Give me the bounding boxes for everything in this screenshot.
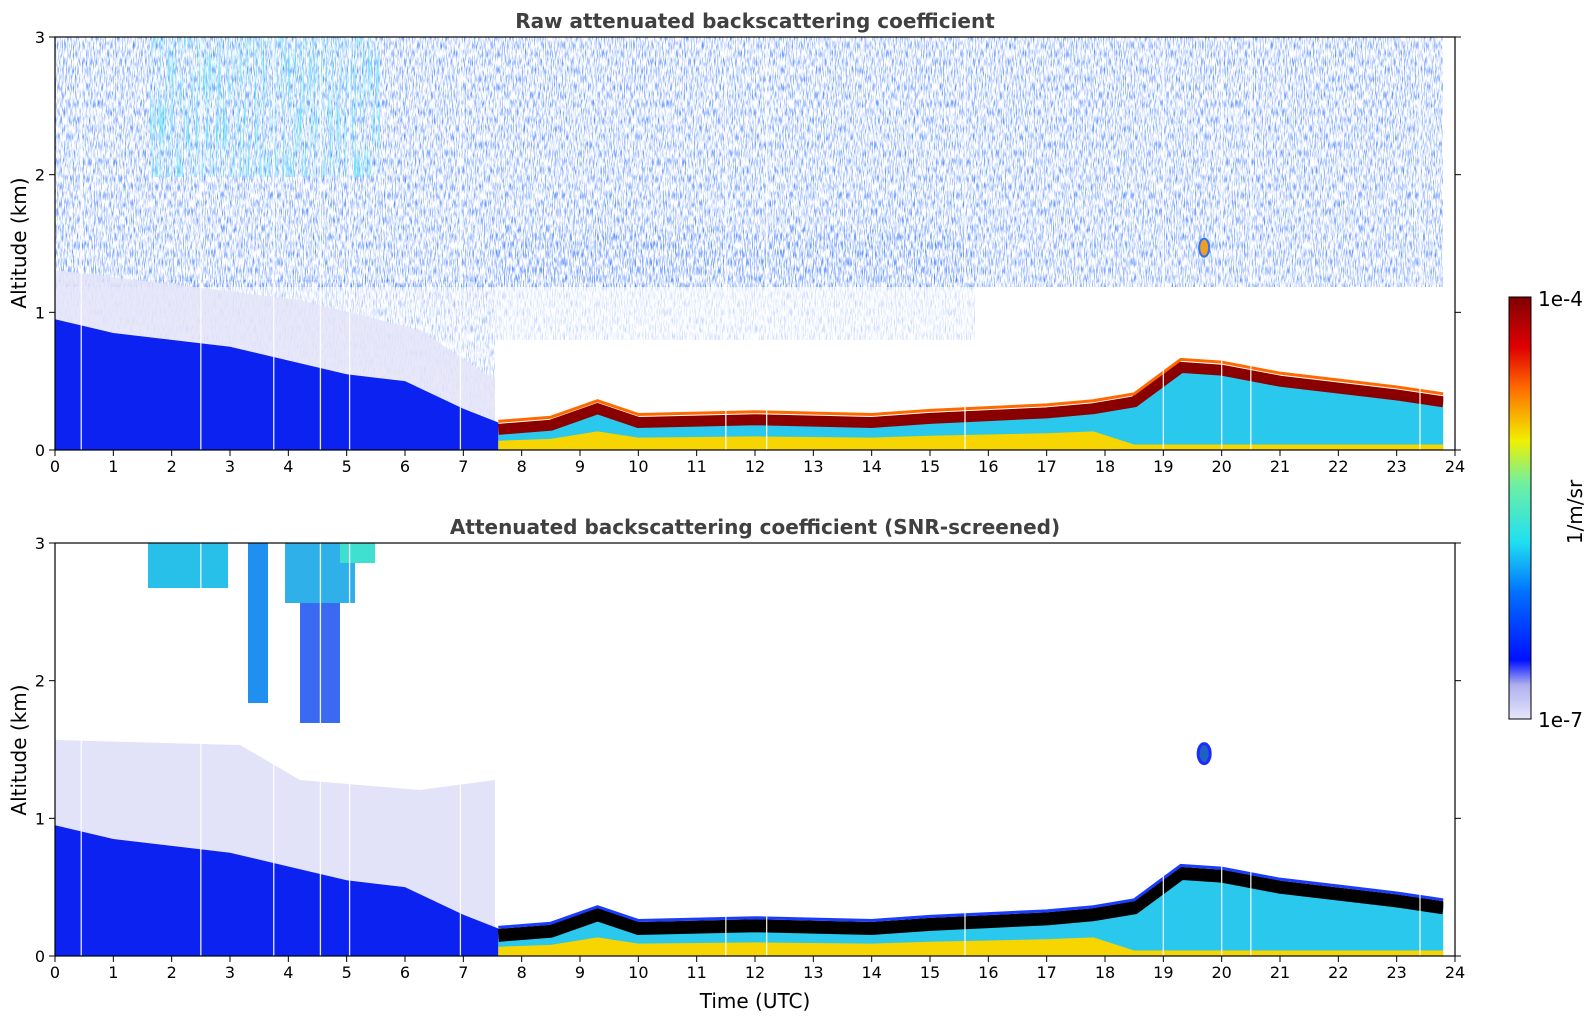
- colorbar-min-label: 1e-7: [1538, 708, 1583, 732]
- top-peak-layer: [497, 361, 1445, 435]
- bot-x-tick-label-18: 18: [1095, 963, 1115, 982]
- bot-x-tick-label-3: 3: [225, 963, 235, 982]
- bot-x-tick-label-9: 9: [575, 963, 585, 982]
- bot-y-tick-label-1: 1: [35, 809, 45, 828]
- top-heatmap: [55, 37, 1455, 450]
- top-x-tick-label-18: 18: [1095, 457, 1115, 476]
- top-x-tick-label-1: 1: [108, 457, 118, 476]
- raw-backscatter-panel: Raw attenuated backscattering coefficien…: [7, 9, 1465, 476]
- top-data-gaps: [80, 37, 1421, 450]
- colorbar-gradient: [1508, 296, 1532, 720]
- top-x-tick-label-15: 15: [920, 457, 940, 476]
- top-y-axis-label: Altitude (km): [7, 177, 31, 308]
- bottom-streak-e: [340, 543, 375, 563]
- top-surface-layer: [498, 367, 1444, 450]
- top-no-data: [1443, 37, 1455, 450]
- top-y-tick-label-2: 2: [35, 166, 45, 185]
- top-yellow-fringe: [498, 431, 1444, 450]
- bot-x-tick-label-17: 17: [1036, 963, 1056, 982]
- bot-x-tick-label-2: 2: [167, 963, 177, 982]
- top-isolated-feature: [1198, 237, 1211, 258]
- bottom-y-axis: 0 1 2 3: [35, 534, 1461, 966]
- top-x-tick-label-21: 21: [1270, 457, 1290, 476]
- top-x-tick-label-7: 7: [458, 457, 468, 476]
- bot-x-tick-label-21: 21: [1270, 963, 1290, 982]
- top-y-tick-label-0: 0: [35, 441, 45, 460]
- top-peak-edge: [498, 357, 1444, 423]
- top-x-tick-label-23: 23: [1386, 457, 1406, 476]
- top-x-tick-label-0: 0: [50, 457, 60, 476]
- bottom-surface-layer: [498, 873, 1444, 956]
- bottom-panel-title: Attenuated backscattering coefficient (S…: [450, 515, 1060, 539]
- bottom-streak-b: [248, 543, 268, 703]
- bot-x-tick-label-10: 10: [628, 963, 648, 982]
- bottom-yellow-fringe: [498, 937, 1444, 956]
- bot-x-tick-label-19: 19: [1153, 963, 1173, 982]
- top-x-tick-label-14: 14: [861, 457, 881, 476]
- bot-x-tick-label-1: 1: [108, 963, 118, 982]
- bot-x-tick-label-24: 24: [1445, 963, 1465, 982]
- bottom-peak-edge: [498, 863, 1444, 929]
- bot-x-tick-label-14: 14: [861, 963, 881, 982]
- bottom-y-axis-label: Altitude (km): [7, 684, 31, 815]
- bot-y-tick-label-0: 0: [35, 947, 45, 966]
- top-x-tick-label-4: 4: [283, 457, 293, 476]
- top-x-tick-label-12: 12: [745, 457, 765, 476]
- bot-x-tick-label-0: 0: [50, 963, 60, 982]
- bot-y-tick-label-3: 3: [35, 534, 45, 553]
- bottom-isolated-feature: [1196, 742, 1212, 766]
- top-x-tick-label-16: 16: [978, 457, 998, 476]
- top-x-tick-label-5: 5: [342, 457, 352, 476]
- top-x-tick-label-13: 13: [803, 457, 823, 476]
- bot-x-tick-label-7: 7: [458, 963, 468, 982]
- bottom-boundary-layer: [55, 825, 499, 956]
- top-y-tick-label-3: 3: [35, 28, 45, 47]
- bottom-x-axis: 0 1 2 3 4 5 6 7 8 9 10 11 12 13 14 15 16 17 18 19 20 21 22 23 24: [50, 956, 1465, 982]
- top-streaks: [150, 37, 380, 177]
- bot-x-tick-label-22: 22: [1328, 963, 1348, 982]
- bot-x-tick-label-15: 15: [920, 963, 940, 982]
- top-y-axis: 0 1 2 3: [35, 28, 1461, 460]
- colorbar: 1e-4 1e-7 1/m/sr: [1508, 287, 1587, 732]
- top-x-tick-label-20: 20: [1211, 457, 1231, 476]
- bot-x-tick-label-4: 4: [283, 963, 293, 982]
- top-y-tick-label-1: 1: [35, 303, 45, 322]
- bot-x-tick-label-16: 16: [978, 963, 998, 982]
- top-x-tick-label-19: 19: [1153, 457, 1173, 476]
- bot-x-tick-label-11: 11: [686, 963, 706, 982]
- bottom-heatmap: [55, 543, 1455, 956]
- top-x-tick-label-2: 2: [167, 457, 177, 476]
- top-x-tick-label-17: 17: [1036, 457, 1056, 476]
- top-boundary-layer: [55, 319, 499, 450]
- bot-x-tick-label-8: 8: [517, 963, 527, 982]
- x-axis-label: Time (UTC): [699, 989, 811, 1013]
- top-panel-title: Raw attenuated backscattering coefficien…: [515, 9, 995, 33]
- bottom-streak-a: [148, 543, 228, 588]
- bot-x-tick-label-23: 23: [1386, 963, 1406, 982]
- bot-y-tick-label-2: 2: [35, 672, 45, 691]
- top-x-tick-label-8: 8: [517, 457, 527, 476]
- bottom-no-data: [1443, 543, 1455, 956]
- top-x-tick-label-24: 24: [1445, 457, 1465, 476]
- bottom-peak-layer: [497, 866, 1445, 942]
- top-x-tick-label-3: 3: [225, 457, 235, 476]
- bot-x-tick-label-20: 20: [1211, 963, 1231, 982]
- top-x-tick-label-22: 22: [1328, 457, 1348, 476]
- bottom-data-gaps: [80, 543, 1421, 956]
- bot-x-tick-label-5: 5: [342, 963, 352, 982]
- screened-backscatter-panel: Attenuated backscattering coefficient (S…: [7, 515, 1465, 1013]
- top-x-tick-label-10: 10: [628, 457, 648, 476]
- colorbar-max-label: 1e-4: [1538, 287, 1583, 311]
- top-noise-mid: [495, 230, 975, 340]
- colorbar-unit-label: 1/m/sr: [1563, 479, 1587, 544]
- bot-x-tick-label-13: 13: [803, 963, 823, 982]
- bot-x-tick-label-6: 6: [400, 963, 410, 982]
- top-x-tick-label-9: 9: [575, 457, 585, 476]
- top-x-tick-label-11: 11: [686, 457, 706, 476]
- bot-x-tick-label-12: 12: [745, 963, 765, 982]
- top-x-axis: 0 1 2 3 4 5 6 7 8 9 10 11 12 13 14 15 16 17 18 19 20 21 22 23 24: [50, 450, 1465, 476]
- top-x-tick-label-6: 6: [400, 457, 410, 476]
